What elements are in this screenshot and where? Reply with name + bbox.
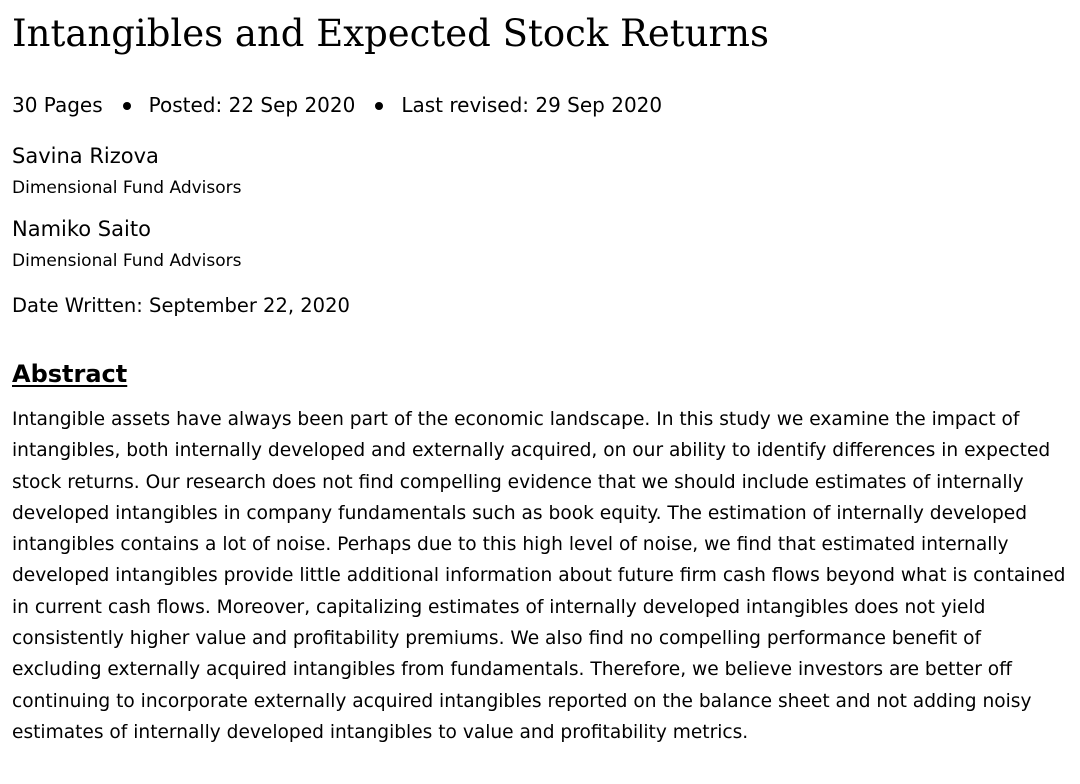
author-affiliation[interactable]: Dimensional Fund Advisors [12, 178, 242, 198]
paper-title: Intangibles and Expected Stock Returns [12, 12, 769, 55]
bullet-separator-icon [122, 102, 131, 110]
paper-meta: 30 Pages Posted: 22 Sep 2020 Last revise… [12, 93, 1068, 117]
author-affiliation[interactable]: Dimensional Fund Advisors [12, 251, 242, 271]
abstract-heading: Abstract [12, 360, 128, 388]
date-written: Date Written: September 22, 2020 [12, 294, 350, 317]
last-revised-date: Last revised: 29 Sep 2020 [401, 93, 663, 117]
page-count: 30 Pages [12, 93, 103, 117]
posted-date: Posted: 22 Sep 2020 [148, 93, 356, 117]
author-name[interactable]: Namiko Saito [12, 217, 151, 241]
abstract-text: Intangible assets have always been part … [12, 409, 1066, 743]
author-name[interactable]: Savina Rizova [12, 144, 159, 168]
author-entry: Savina Rizova Dimensional Fund Advisors [12, 143, 1068, 199]
bullet-separator-icon [375, 102, 384, 110]
author-entry: Namiko Saito Dimensional Fund Advisors [12, 216, 1068, 272]
